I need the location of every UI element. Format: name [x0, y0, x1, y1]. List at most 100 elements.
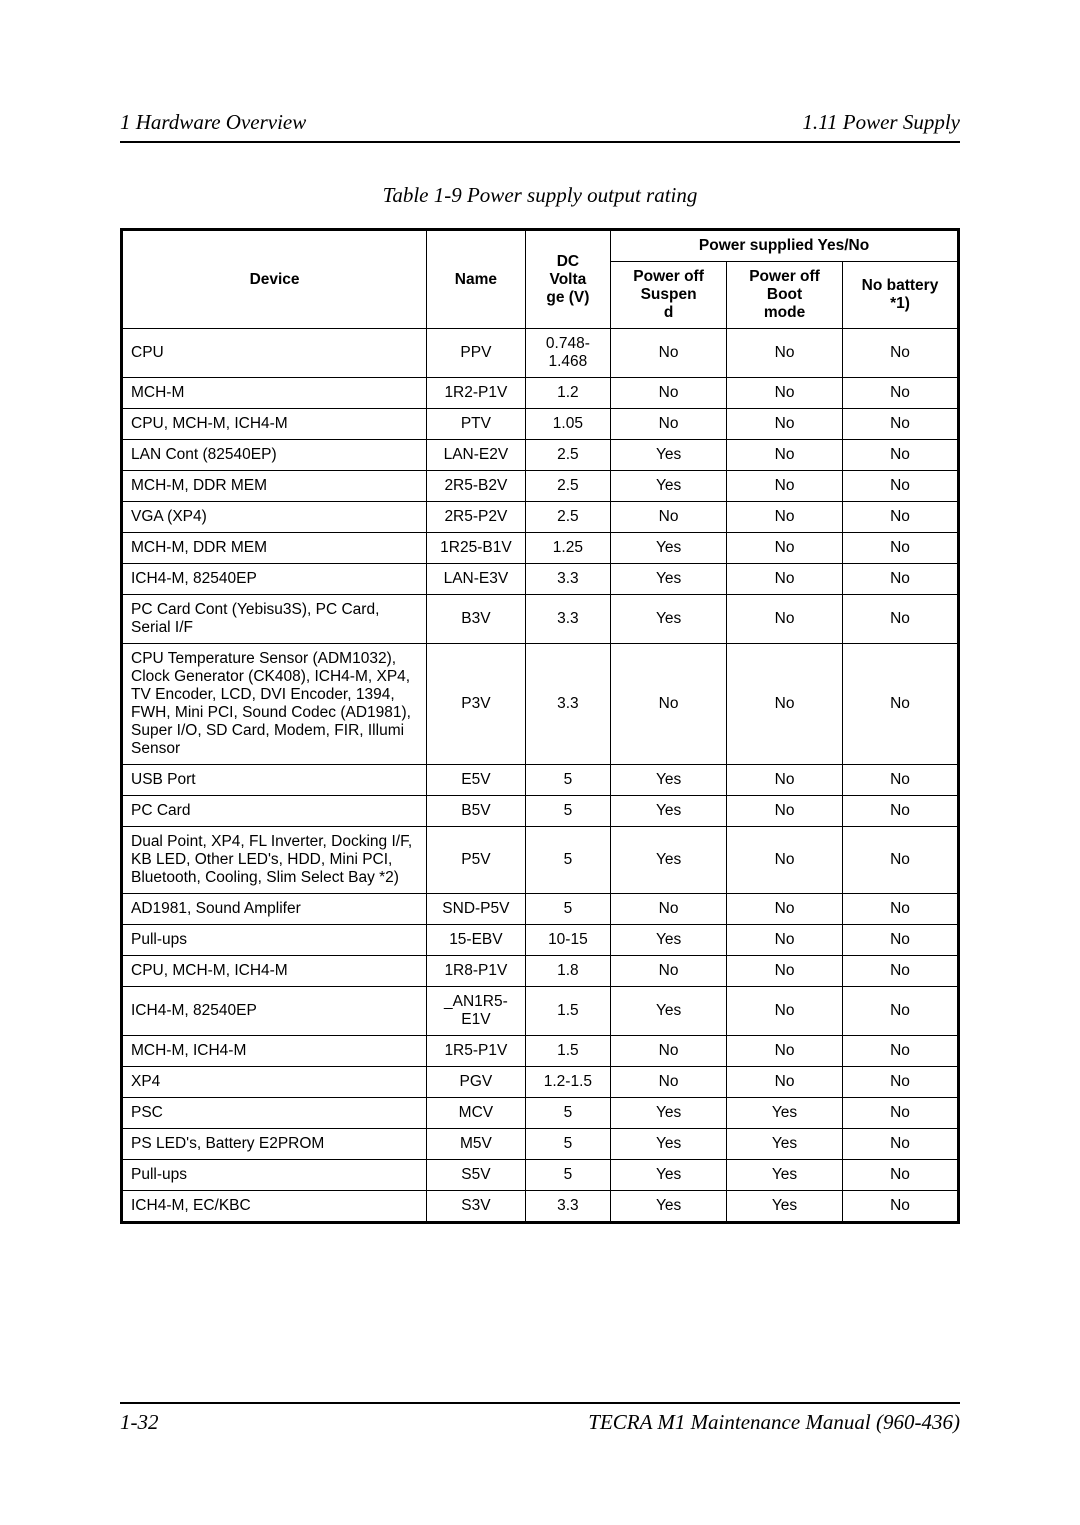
cell-voltage: 5	[525, 796, 610, 827]
cell-nobattery: No	[843, 827, 959, 894]
cell-boot: No	[727, 925, 843, 956]
table-row: MCH-M, ICH4-M1R5-P1V1.5NoNoNo	[122, 1036, 959, 1067]
cell-nobattery: No	[843, 440, 959, 471]
cell-device: AD1981, Sound Amplifer	[122, 894, 427, 925]
page-header: 1 Hardware Overview 1.11 Power Supply	[120, 110, 960, 135]
cell-voltage: 10-15	[525, 925, 610, 956]
cell-nobattery: No	[843, 956, 959, 987]
cell-voltage: 5	[525, 894, 610, 925]
cell-nobattery: No	[843, 1191, 959, 1223]
cell-voltage: 1.2	[525, 378, 610, 409]
cell-suspend: No	[611, 378, 727, 409]
cell-device: MCH-M, DDR MEM	[122, 471, 427, 502]
cell-nobattery: No	[843, 378, 959, 409]
cell-voltage: 1.2-1.5	[525, 1067, 610, 1098]
nobatt-l2: *1)	[890, 295, 910, 312]
cell-device: XP4	[122, 1067, 427, 1098]
cell-nobattery: No	[843, 1067, 959, 1098]
cell-name: PGV	[427, 1067, 526, 1098]
cell-nobattery: No	[843, 1098, 959, 1129]
cell-device: PSC	[122, 1098, 427, 1129]
cell-device: PS LED's, Battery E2PROM	[122, 1129, 427, 1160]
cell-voltage: 3.3	[525, 1191, 610, 1223]
cell-name: S3V	[427, 1191, 526, 1223]
cell-voltage: 1.05	[525, 409, 610, 440]
cell-nobattery: No	[843, 564, 959, 595]
table-row: CPU, MCH-M, ICH4-MPTV1.05NoNoNo	[122, 409, 959, 440]
footer-row: 1-32 TECRA M1 Maintenance Manual (960-43…	[120, 1410, 960, 1435]
cell-name: B5V	[427, 796, 526, 827]
cell-suspend: Yes	[611, 925, 727, 956]
cell-name: LAN-E3V	[427, 564, 526, 595]
cell-suspend: Yes	[611, 1098, 727, 1129]
cell-boot: No	[727, 827, 843, 894]
cell-suspend: No	[611, 644, 727, 765]
cell-nobattery: No	[843, 1129, 959, 1160]
table-row: LAN Cont (82540EP)LAN-E2V2.5YesNoNo	[122, 440, 959, 471]
table-head: Device Name DC Volta ge (V) Power suppli…	[122, 230, 959, 329]
cell-voltage: 5	[525, 765, 610, 796]
table-row: USB PortE5V5YesNoNo	[122, 765, 959, 796]
cell-voltage: 1.5	[525, 1036, 610, 1067]
cell-nobattery: No	[843, 796, 959, 827]
cell-device: Pull-ups	[122, 1160, 427, 1191]
cell-name: 1R8-P1V	[427, 956, 526, 987]
cell-device: CPU	[122, 329, 427, 378]
col-header-nobattery: No battery *1)	[843, 262, 959, 329]
cell-suspend: Yes	[611, 765, 727, 796]
cell-voltage: 2.5	[525, 502, 610, 533]
table-row: ICH4-M, EC/KBCS3V3.3YesYesNo	[122, 1191, 959, 1223]
cell-name: 1R2-P1V	[427, 378, 526, 409]
cell-suspend: No	[611, 894, 727, 925]
cell-boot: No	[727, 987, 843, 1036]
cell-device: CPU Temperature Sensor (ADM1032), Clock …	[122, 644, 427, 765]
cell-name: 15-EBV	[427, 925, 526, 956]
nobatt-l1: No battery	[862, 277, 939, 294]
cell-device: ICH4-M, EC/KBC	[122, 1191, 427, 1223]
header-rule	[120, 141, 960, 143]
voltage-l2: Volta	[550, 271, 587, 288]
cell-name: 1R25-B1V	[427, 533, 526, 564]
cell-name: 2R5-B2V	[427, 471, 526, 502]
cell-device: Pull-ups	[122, 925, 427, 956]
voltage-l3: ge (V)	[546, 289, 589, 306]
cell-suspend: Yes	[611, 533, 727, 564]
cell-device: ICH4-M, 82540EP	[122, 564, 427, 595]
col-header-voltage: DC Volta ge (V)	[525, 230, 610, 329]
cell-boot: No	[727, 796, 843, 827]
col-header-power-group: Power supplied Yes/No	[611, 230, 959, 262]
cell-voltage: 3.3	[525, 595, 610, 644]
page: 1 Hardware Overview 1.11 Power Supply Ta…	[0, 0, 1080, 1525]
cell-name: P5V	[427, 827, 526, 894]
voltage-l1: DC	[557, 253, 579, 270]
cell-nobattery: No	[843, 987, 959, 1036]
footer-right: TECRA M1 Maintenance Manual (960-436)	[588, 1410, 960, 1435]
cell-boot: No	[727, 471, 843, 502]
cell-nobattery: No	[843, 1160, 959, 1191]
boot-l1: Power off	[749, 268, 820, 285]
cell-voltage: 1.25	[525, 533, 610, 564]
cell-suspend: Yes	[611, 987, 727, 1036]
cell-device: MCH-M, DDR MEM	[122, 533, 427, 564]
cell-device: VGA (XP4)	[122, 502, 427, 533]
table-row: MCH-M, DDR MEM1R25-B1V1.25YesNoNo	[122, 533, 959, 564]
cell-device: Dual Point, XP4, FL Inverter, Docking I/…	[122, 827, 427, 894]
cell-boot: Yes	[727, 1098, 843, 1129]
cell-boot: No	[727, 894, 843, 925]
table-row: MCH-M1R2-P1V1.2NoNoNo	[122, 378, 959, 409]
cell-nobattery: No	[843, 894, 959, 925]
col-header-suspend: Power off Suspen d	[611, 262, 727, 329]
table-row: ICH4-M, 82540EPLAN-E3V3.3YesNoNo	[122, 564, 959, 595]
cell-nobattery: No	[843, 644, 959, 765]
cell-suspend: Yes	[611, 1160, 727, 1191]
cell-voltage: 1.5	[525, 987, 610, 1036]
cell-name: B3V	[427, 595, 526, 644]
cell-nobattery: No	[843, 533, 959, 564]
cell-boot: No	[727, 564, 843, 595]
cell-name: SND-P5V	[427, 894, 526, 925]
table-row: PC Card Cont (Yebisu3S), PC Card, Serial…	[122, 595, 959, 644]
table-row: MCH-M, DDR MEM2R5-B2V2.5YesNoNo	[122, 471, 959, 502]
table-row: PC CardB5V5YesNoNo	[122, 796, 959, 827]
cell-suspend: Yes	[611, 564, 727, 595]
boot-l3: mode	[764, 304, 805, 321]
